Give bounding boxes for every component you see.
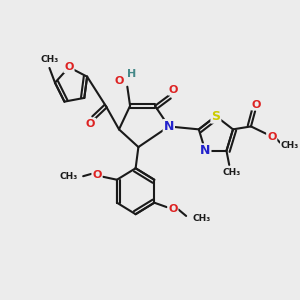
- Text: N: N: [164, 120, 174, 133]
- Text: O: O: [252, 100, 261, 110]
- Text: O: O: [267, 132, 276, 142]
- Text: O: O: [114, 76, 124, 86]
- Text: CH₃: CH₃: [59, 172, 78, 181]
- Text: N: N: [200, 144, 211, 157]
- Text: O: O: [86, 118, 95, 129]
- Text: O: O: [168, 204, 178, 214]
- Text: CH₃: CH₃: [280, 141, 299, 150]
- Text: CH₃: CH₃: [223, 168, 241, 177]
- Text: S: S: [212, 110, 220, 123]
- Text: O: O: [168, 85, 178, 94]
- Text: CH₃: CH₃: [192, 214, 211, 223]
- Text: O: O: [64, 62, 74, 72]
- Text: CH₃: CH₃: [40, 55, 58, 64]
- Text: H: H: [127, 69, 136, 79]
- Text: O: O: [92, 170, 102, 180]
